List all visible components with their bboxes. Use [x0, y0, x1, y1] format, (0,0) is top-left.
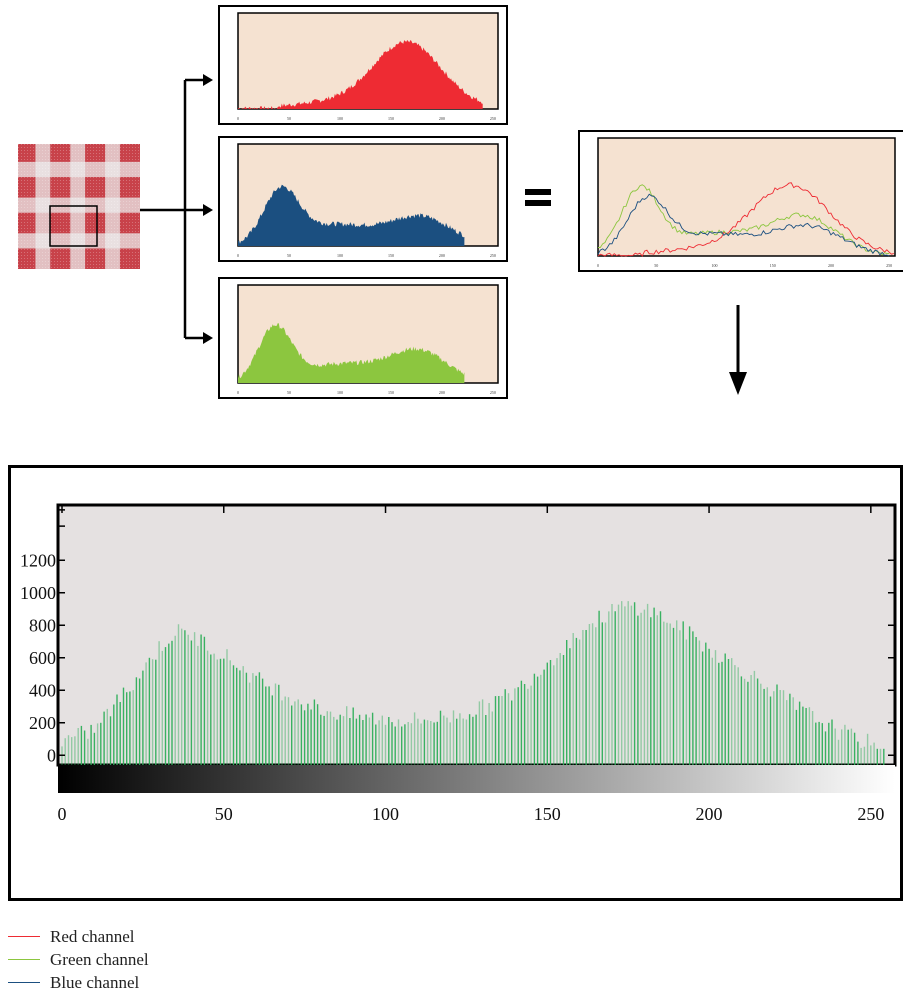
x-tick-label: 250 — [857, 804, 884, 824]
legend-swatch-red — [8, 936, 40, 937]
green-channel-detail-chart: 0 200 400 600 800 1000 1200 0 50 100 150 200 250 — [20, 503, 897, 824]
mini-combined-x-tick-label: 150 — [770, 263, 776, 268]
x-tick-label: 0 — [58, 804, 67, 824]
mini-red-area — [238, 40, 483, 109]
mini-blue-x-tick-label: 0 — [237, 253, 239, 258]
mini-combined-x-tick-label: 200 — [828, 263, 834, 268]
y-tick-label: 1000 — [20, 583, 56, 603]
equals-sign — [523, 183, 555, 215]
y-tick-label: 400 — [29, 680, 56, 700]
mini-combined-x-tick-label: 50 — [654, 263, 658, 268]
mini-blue-x-tick-label: 150 — [388, 253, 394, 258]
mini-green-x-tick-label: 50 — [287, 390, 291, 395]
red-histogram-panel: 0 50 100 150 200 250 — [218, 5, 508, 125]
legend-item-green: Green channel — [8, 948, 149, 971]
blue-histogram-panel: 0 50 100 150 200 250 — [218, 136, 508, 262]
legend: Red channel Green channel Blue channel — [8, 925, 149, 994]
mini-blue-area — [238, 184, 465, 246]
mini-combined-x-tick-label: 100 — [711, 263, 717, 268]
y-tick-label: 800 — [29, 615, 56, 635]
combined-histogram-panel: 0 50 100 150 200 250 — [578, 130, 903, 272]
fabric-checker-pattern — [18, 144, 140, 269]
mini-combined-x-tick-label: 0 — [597, 263, 599, 268]
x-tick-label: 200 — [696, 804, 723, 824]
selection-box — [49, 205, 98, 247]
mini-combined-x-tick-label: 250 — [886, 263, 892, 268]
legend-swatch-blue — [8, 982, 40, 983]
mini-red-x-tick-label: 200 — [439, 116, 445, 121]
legend-item-red: Red channel — [8, 925, 149, 948]
mini-red-x-tick-label: 250 — [490, 116, 496, 121]
y-tick-label: 1200 — [20, 550, 56, 570]
x-tick-label: 100 — [372, 804, 399, 824]
mini-red-x-tick-label: 50 — [287, 116, 291, 121]
x-tick-label: 150 — [534, 804, 561, 824]
y-tick-label: 600 — [29, 648, 56, 668]
combined-line-blue — [597, 193, 890, 257]
y-tick-label: 0 — [47, 745, 56, 765]
fabric-sample-image — [18, 144, 140, 269]
combined-line-red — [597, 182, 894, 257]
grayscale-gradient-bar — [58, 765, 895, 793]
mini-combined-plot-area — [597, 137, 896, 257]
mini-red-x-tick-label: 100 — [337, 116, 343, 121]
mini-blue-x-tick-label: 200 — [439, 253, 445, 258]
mini-green-area — [238, 323, 465, 383]
mini-red-x-tick-label: 150 — [388, 116, 394, 121]
mini-blue-x-tick-label: 250 — [490, 253, 496, 258]
legend-label-green: Green channel — [50, 949, 149, 969]
combined-line-green — [598, 184, 890, 256]
y-tick-label: 200 — [29, 713, 56, 733]
mini-green-x-tick-label: 100 — [337, 390, 343, 395]
flow-arrows — [140, 74, 747, 395]
mini-blue-x-tick-label: 100 — [337, 253, 343, 258]
legend-label-blue: Blue channel — [50, 972, 140, 992]
mini-green-x-tick-label: 250 — [490, 390, 496, 395]
mini-green-x-tick-label: 0 — [237, 390, 239, 395]
green-histogram-panel: 0 50 100 150 200 250 — [218, 277, 508, 399]
mini-green-x-tick-label: 150 — [388, 390, 394, 395]
legend-label-red: Red channel — [50, 926, 135, 946]
legend-item-blue: Blue channel — [8, 971, 149, 994]
mini-blue-x-tick-label: 50 — [287, 253, 291, 258]
x-tick-label: 50 — [215, 804, 233, 824]
mini-green-x-tick-label: 200 — [439, 390, 445, 395]
mini-red-x-tick-label: 0 — [237, 116, 239, 121]
legend-swatch-green — [8, 959, 40, 960]
